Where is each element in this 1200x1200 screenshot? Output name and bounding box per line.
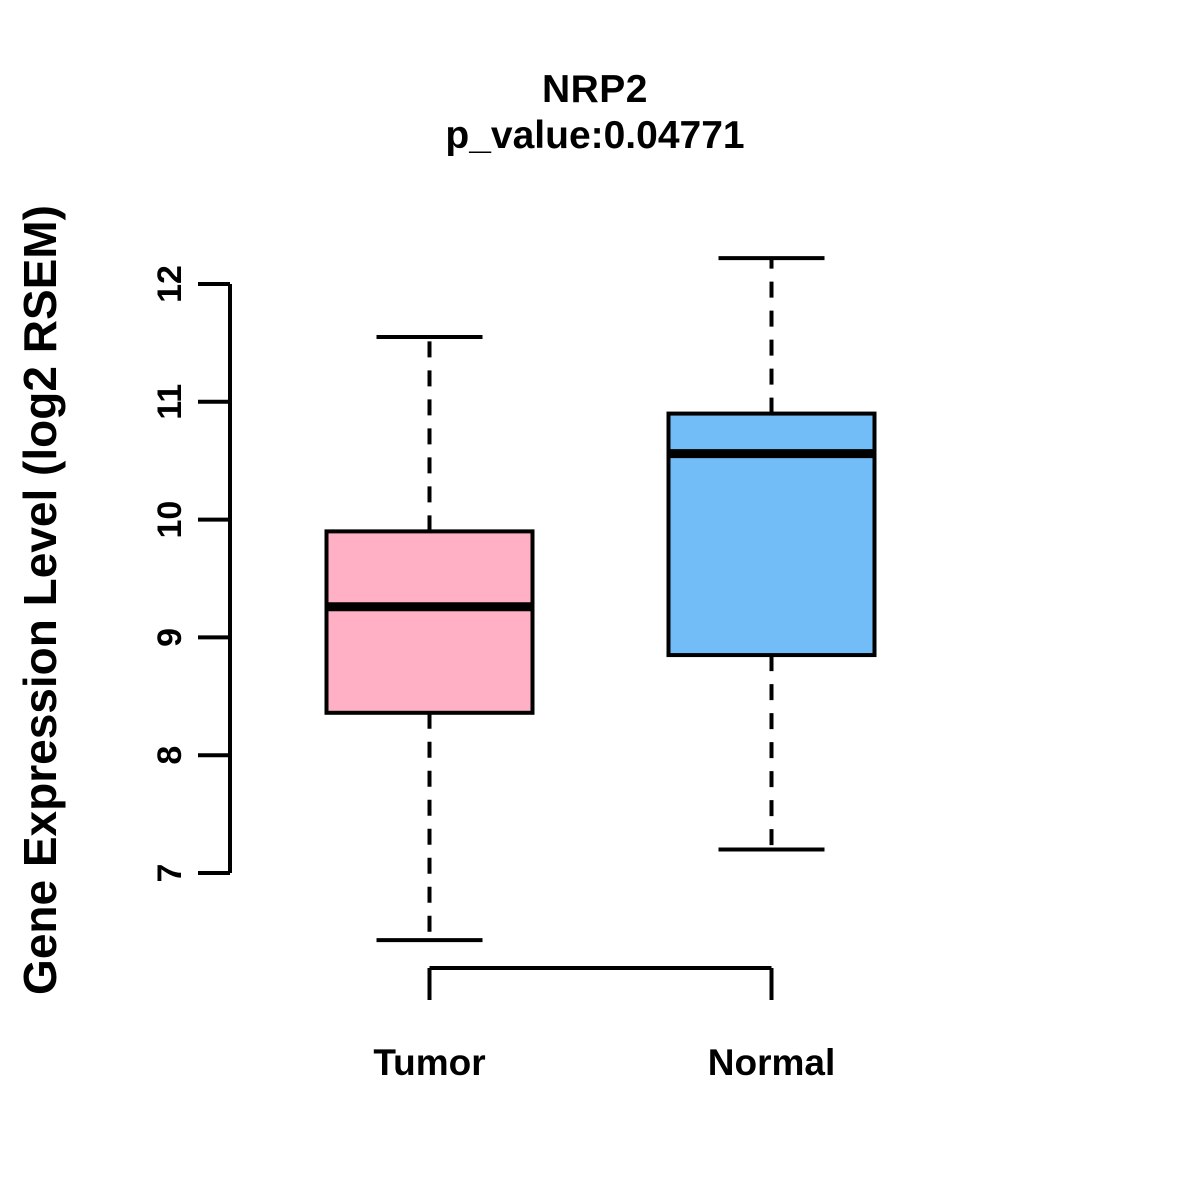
chart-subtitle: p_value:0.04771 [445,114,745,157]
y-tick-label: 9 [151,628,189,647]
y-tick-label: 11 [151,384,189,420]
y-axis-label: Gene Expression Level (log2 RSEM) [14,205,66,995]
box-tumor [324,529,535,715]
y-tick-label: 10 [151,501,189,539]
y-tick-label: 8 [151,746,189,765]
x-category-label-normal: Normal [708,1042,835,1083]
x-category-label-tumor: Tumor [373,1042,485,1083]
y-tick-label: 12 [151,265,189,303]
y-tick-label: 7 [151,864,189,883]
chart-title: NRP2 [541,68,649,111]
